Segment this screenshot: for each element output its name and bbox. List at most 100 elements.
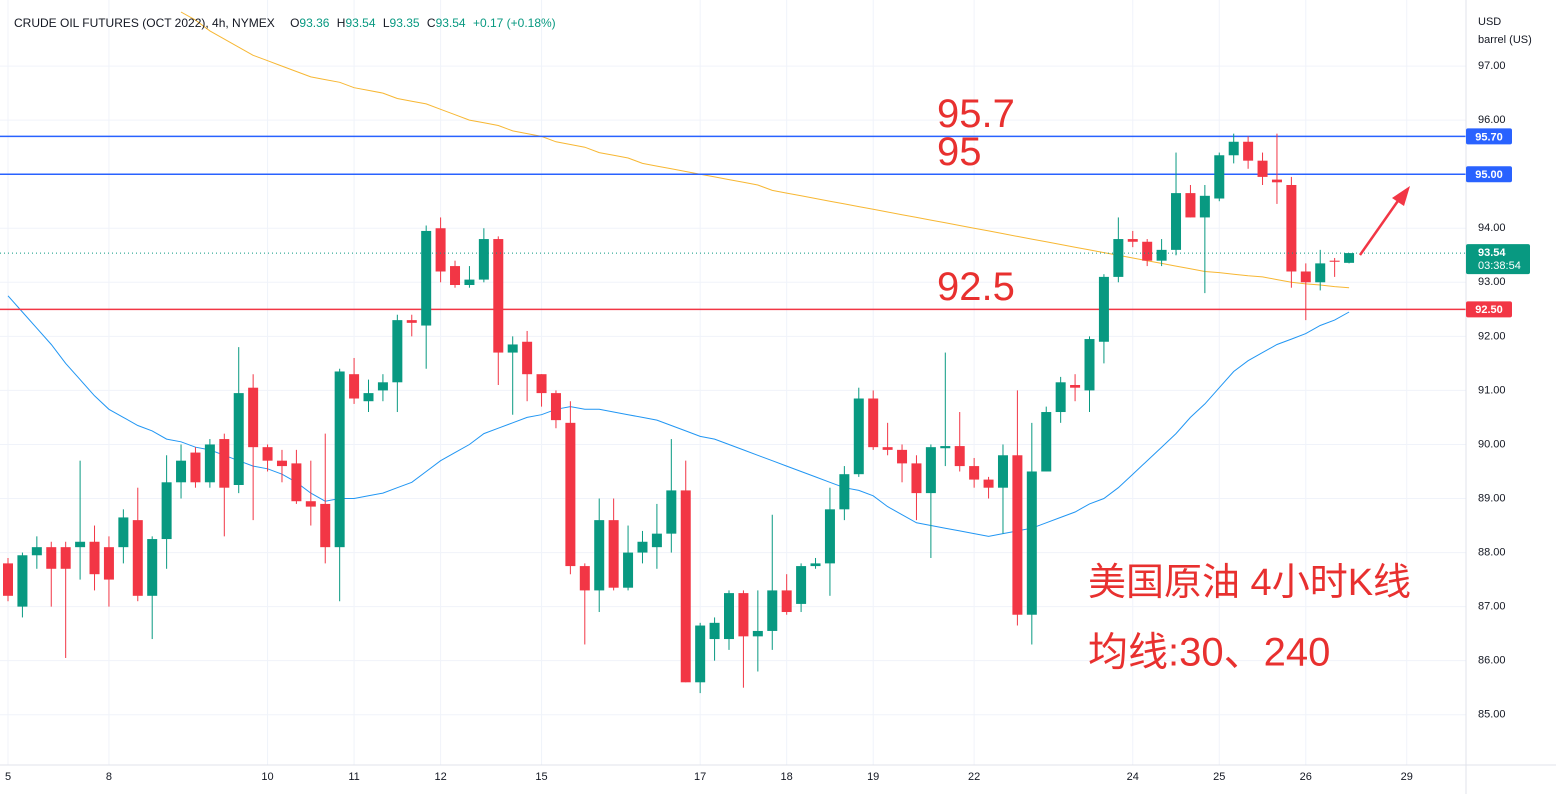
y-tick-label: 97.00	[1478, 60, 1506, 72]
candle-body	[1185, 193, 1196, 218]
candle-body	[738, 593, 749, 637]
candle-body	[565, 422, 576, 567]
candle-body	[608, 520, 619, 588]
ohlc-label: L	[382, 16, 390, 30]
candle-body	[276, 460, 287, 467]
y-tick-label: 92.00	[1478, 330, 1506, 342]
last-price-tag	[1466, 244, 1530, 275]
candle-body	[680, 490, 691, 683]
candle-body	[810, 563, 821, 567]
x-tick-label: 19	[867, 771, 879, 783]
ohlc-value: 93.35	[389, 16, 420, 30]
candle-body	[147, 539, 158, 596]
y-tick-label: 93.00	[1478, 276, 1506, 288]
candle-body	[594, 520, 605, 591]
candle-body	[248, 387, 259, 448]
candle-body	[305, 501, 316, 507]
candle-body	[435, 228, 446, 272]
candle-body	[89, 541, 100, 575]
candle-body	[204, 444, 215, 483]
candle-body	[392, 320, 403, 383]
y-tick-label: 88.00	[1478, 546, 1506, 558]
candle-body	[1055, 382, 1066, 413]
countdown: 03:38:54	[1478, 260, 1521, 272]
candle-body	[1156, 249, 1167, 261]
candle-body	[406, 320, 417, 323]
candle-body	[1171, 193, 1182, 250]
candle-body	[1127, 239, 1138, 242]
ohlc-label: C	[426, 16, 436, 30]
candle-body	[377, 382, 388, 391]
candle-body	[536, 374, 547, 394]
candle-body	[262, 447, 273, 461]
moving-average	[7, 295, 1350, 537]
symbol-title: CRUDE OIL FUTURES (OCT 2022), 4h, NYMEX	[14, 16, 275, 30]
candle-body	[1271, 179, 1282, 183]
candle-body	[853, 398, 864, 475]
candle-body	[1026, 471, 1037, 615]
price-tag	[1466, 128, 1512, 145]
y-unit: barrel (US)	[1478, 34, 1532, 46]
candle-body	[550, 393, 561, 421]
candle-body	[767, 590, 778, 631]
candle-body	[46, 547, 57, 569]
y-unit: USD	[1478, 16, 1501, 28]
candle-body	[839, 474, 850, 510]
candle-body	[421, 230, 432, 326]
candle-body	[940, 446, 951, 449]
candle-body	[925, 447, 936, 494]
candle-body	[161, 482, 172, 540]
candle-body	[651, 533, 662, 548]
x-tick-label: 24	[1127, 771, 1139, 783]
level-annotation: 92.5	[937, 265, 1015, 309]
x-tick-label: 18	[781, 771, 793, 783]
candle-body	[31, 547, 42, 556]
y-tick-label: 86.00	[1478, 655, 1506, 667]
candle-body	[911, 463, 922, 494]
price-tag-label: 95.70	[1475, 131, 1503, 143]
candle-body	[493, 239, 504, 353]
y-tick-label: 94.00	[1478, 222, 1506, 234]
candle-body	[824, 509, 835, 564]
candle-body	[1243, 141, 1254, 161]
price-tag-label: 95.00	[1475, 169, 1503, 181]
candle-body	[1228, 141, 1239, 156]
candle-body	[450, 266, 461, 285]
candle-body	[1344, 253, 1355, 263]
candle-body	[1214, 155, 1225, 199]
y-tick-label: 87.00	[1478, 601, 1506, 613]
y-tick-label: 96.00	[1478, 114, 1506, 126]
candle-body	[291, 463, 302, 502]
candle-body	[637, 541, 648, 553]
candle-body	[1142, 241, 1153, 261]
candle-body	[997, 455, 1008, 488]
candle-body	[363, 393, 374, 402]
candle-body	[478, 239, 489, 280]
candle-body	[752, 630, 763, 637]
annotation: 均线:30、240	[1088, 631, 1330, 675]
price-tag	[1466, 301, 1512, 318]
candle-body	[954, 446, 965, 467]
ohlc-value: 93.54	[435, 16, 466, 30]
candle-body	[969, 466, 980, 480]
candle-body	[507, 344, 518, 353]
candle-body	[176, 460, 187, 483]
candle-body	[1041, 412, 1052, 472]
y-tick-label: 90.00	[1478, 438, 1506, 450]
candle-body	[60, 547, 71, 569]
x-tick-label: 17	[694, 771, 706, 783]
x-tick-label: 10	[261, 771, 273, 783]
x-tick-label: 22	[968, 771, 980, 783]
y-tick-label: 91.00	[1478, 384, 1506, 396]
arrow	[1358, 197, 1402, 256]
arrow-head	[1392, 186, 1410, 206]
candle-body	[796, 566, 807, 604]
candle-body	[882, 447, 893, 450]
level-annotation: 95.7	[937, 92, 1015, 136]
candle-body	[1315, 263, 1326, 283]
x-tick-label: 11	[348, 771, 359, 783]
ohlc-value: 93.36	[299, 16, 330, 30]
candle-body	[103, 547, 114, 580]
